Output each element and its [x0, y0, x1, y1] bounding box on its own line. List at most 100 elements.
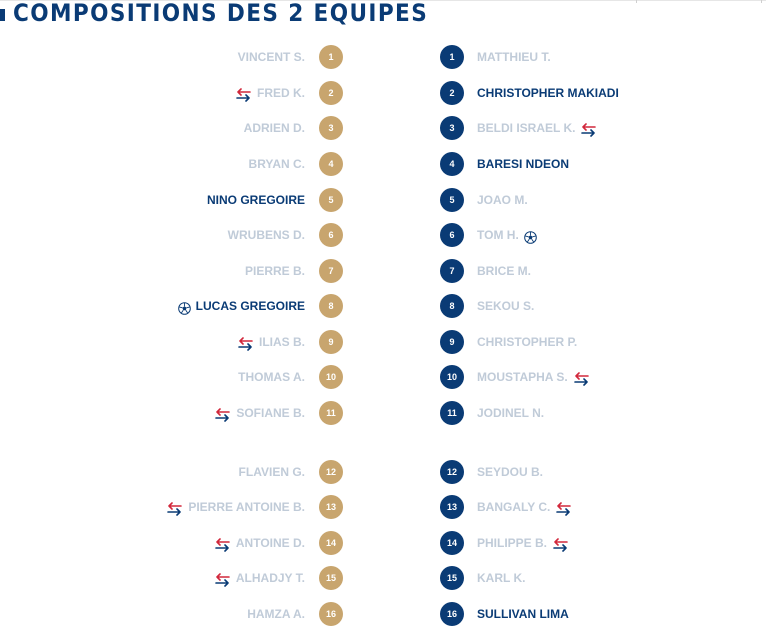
- away-player-number: 2: [440, 81, 464, 105]
- away-player[interactable]: TOM H.: [477, 223, 537, 247]
- away-player[interactable]: BARESI NDEON: [477, 152, 569, 176]
- away-player-number: 15: [440, 566, 464, 590]
- away-player[interactable]: BANGALY C.: [477, 495, 572, 519]
- away-player-name: BRICE M.: [477, 264, 531, 278]
- lineup-row: WRUBENS D. 6 6 TOM H.: [0, 223, 766, 247]
- away-player-number: 12: [440, 460, 464, 484]
- away-player-number: 14: [440, 531, 464, 555]
- lineup-row: FLAVIEN G. 12 12 SEYDOU B.: [0, 460, 766, 484]
- away-player[interactable]: JOAO M.: [477, 188, 528, 212]
- home-player[interactable]: FLAVIEN G.: [239, 460, 305, 484]
- soccer-ball-icon: [178, 299, 191, 312]
- home-player[interactable]: SOFIANE B.: [214, 401, 305, 425]
- home-player-number: 4: [319, 152, 343, 176]
- away-player-name: PHILIPPE B.: [477, 536, 547, 550]
- home-player-icon-slot: [237, 335, 259, 349]
- section-title: COMPOSITIONS DES 2 EQUIPES: [13, 0, 428, 28]
- lineup-row: ALHADJY T. 15 15 KARL K.: [0, 566, 766, 590]
- away-player-name: MOUSTAPHA S.: [477, 370, 568, 384]
- substitution-arrows-icon: [552, 536, 569, 550]
- home-player[interactable]: HAMZA A.: [247, 602, 305, 626]
- home-player[interactable]: VINCENT S.: [238, 45, 305, 69]
- away-player-name: BANGALY C.: [477, 500, 550, 514]
- substitution-arrows-icon: [555, 500, 572, 514]
- home-player-name: ILIAS B.: [259, 335, 305, 349]
- away-player-number: 8: [440, 294, 464, 318]
- home-player-name: FLAVIEN G.: [239, 465, 305, 479]
- away-player[interactable]: CHRISTOPHER P.: [477, 330, 577, 354]
- home-player-name: THOMAS A.: [238, 370, 305, 384]
- home-player[interactable]: LUCAS GREGOIRE: [178, 294, 305, 318]
- home-player[interactable]: PIERRE B.: [245, 259, 305, 283]
- away-player[interactable]: SULLIVAN LIMA: [477, 602, 569, 626]
- away-player-name: BELDI ISRAEL K.: [477, 121, 575, 135]
- away-player-name: CHRISTOPHER MAKIADI: [477, 86, 619, 100]
- title-accent-bar: [0, 9, 5, 21]
- away-player[interactable]: PHILIPPE B.: [477, 531, 569, 555]
- substitution-arrows-icon: [214, 536, 231, 550]
- home-player[interactable]: NINO GREGOIRE: [207, 188, 305, 212]
- away-player-name: TOM H.: [477, 228, 519, 242]
- home-player-icon-slot: [178, 299, 196, 313]
- home-player[interactable]: ADRIEN D.: [244, 116, 305, 140]
- home-player-icon-slot: [235, 86, 257, 100]
- away-player[interactable]: KARL K.: [477, 566, 525, 590]
- away-player-number: 4: [440, 152, 464, 176]
- home-player[interactable]: PIERRE ANTOINE B.: [166, 495, 305, 519]
- home-player-name: WRUBENS D.: [228, 228, 305, 242]
- away-player-name: KARL K.: [477, 571, 525, 585]
- away-player-name: SEKOU S.: [477, 299, 534, 313]
- home-player-number: 3: [319, 116, 343, 140]
- home-player-name: BRYAN C.: [249, 157, 305, 171]
- home-player[interactable]: ALHADJY T.: [214, 566, 305, 590]
- lineup-row: PIERRE B. 7 7 BRICE M.: [0, 259, 766, 283]
- home-player-number: 11: [319, 401, 343, 425]
- away-player[interactable]: CHRISTOPHER MAKIADI: [477, 81, 619, 105]
- home-player-icon-slot: [166, 500, 188, 514]
- away-player-number: 11: [440, 401, 464, 425]
- home-player-name: NINO GREGOIRE: [207, 193, 305, 207]
- away-player-number: 10: [440, 365, 464, 389]
- away-player[interactable]: SEKOU S.: [477, 294, 534, 318]
- home-player[interactable]: ILIAS B.: [237, 330, 305, 354]
- away-player[interactable]: MATTHIEU T.: [477, 45, 551, 69]
- away-player[interactable]: BRICE M.: [477, 259, 531, 283]
- home-player-name: LUCAS GREGOIRE: [196, 299, 305, 313]
- away-player[interactable]: JODINEL N.: [477, 401, 544, 425]
- away-player[interactable]: SEYDOU B.: [477, 460, 543, 484]
- home-player[interactable]: BRYAN C.: [249, 152, 305, 176]
- away-player-icon-slot: [568, 370, 590, 384]
- home-player[interactable]: ANTOINE D.: [214, 531, 305, 555]
- substitution-arrows-icon: [580, 121, 597, 135]
- home-player[interactable]: THOMAS A.: [238, 365, 305, 389]
- away-player-number: 5: [440, 188, 464, 212]
- soccer-ball-icon: [524, 228, 537, 241]
- home-player-icon-slot: [214, 571, 236, 585]
- home-player-icon-slot: [214, 536, 236, 550]
- away-player-number: 6: [440, 223, 464, 247]
- away-player-name: JODINEL N.: [477, 406, 544, 420]
- away-player[interactable]: MOUSTAPHA S.: [477, 365, 590, 389]
- away-player-icon-slot: [547, 536, 569, 550]
- away-player-name: SEYDOU B.: [477, 465, 543, 479]
- away-player-name: SULLIVAN LIMA: [477, 607, 569, 621]
- substitution-arrows-icon: [573, 370, 590, 384]
- home-player-number: 9: [319, 330, 343, 354]
- home-player-name: HAMZA A.: [247, 607, 305, 621]
- lineup-row: FRED K. 2 2 CHRISTOPHER MAKIADI: [0, 81, 766, 105]
- home-player[interactable]: WRUBENS D.: [228, 223, 305, 247]
- home-player-number: 15: [319, 566, 343, 590]
- away-player-name: BARESI NDEON: [477, 157, 569, 171]
- home-player-name: ADRIEN D.: [244, 121, 305, 135]
- home-player-number: 13: [319, 495, 343, 519]
- lineup-row: VINCENT S. 1 1 MATTHIEU T.: [0, 45, 766, 69]
- home-player-number: 10: [319, 365, 343, 389]
- home-player-number: 5: [319, 188, 343, 212]
- home-player[interactable]: FRED K.: [235, 81, 305, 105]
- away-player-name: CHRISTOPHER P.: [477, 335, 577, 349]
- home-player-icon-slot: [214, 406, 236, 420]
- home-player-number: 7: [319, 259, 343, 283]
- home-player-number: 8: [319, 294, 343, 318]
- away-player[interactable]: BELDI ISRAEL K.: [477, 116, 597, 140]
- home-player-number: 1: [319, 45, 343, 69]
